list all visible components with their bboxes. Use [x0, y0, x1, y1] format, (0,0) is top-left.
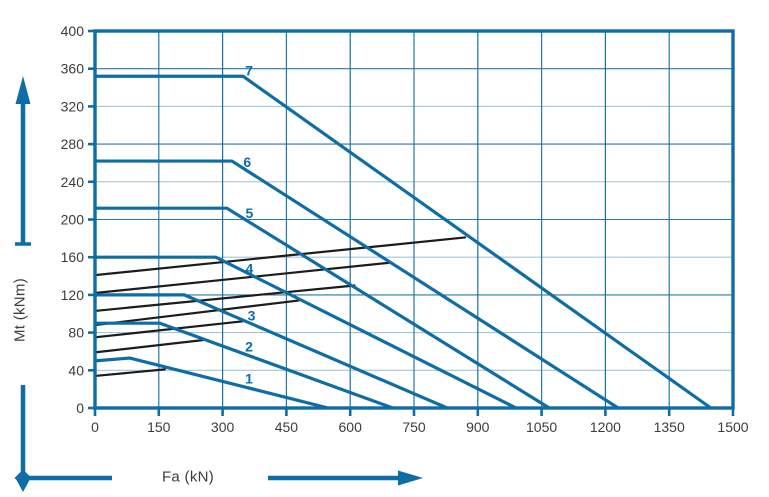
curve-label-6: 6	[243, 154, 251, 170]
y-tick-label-360: 360	[61, 61, 85, 77]
origin-marker-node-icon	[14, 469, 32, 487]
y-tick-label-320: 320	[61, 98, 85, 114]
curve-6	[95, 159, 620, 410]
x-tick-label-300: 300	[211, 419, 235, 435]
curve-label-1: 1	[245, 371, 253, 387]
curve-2	[95, 321, 394, 410]
limit-line-7	[93, 236, 467, 277]
curve-label-7: 7	[245, 63, 253, 79]
x-tick-label-900: 900	[466, 419, 490, 435]
y-tick-label-200: 200	[61, 212, 85, 228]
limit-line-6	[93, 261, 390, 295]
limit-line-5	[93, 284, 356, 313]
curve-1	[94, 356, 329, 410]
x-tick-label-1200: 1200	[590, 419, 621, 435]
y-tick-label-80: 80	[68, 325, 84, 341]
y-tick-label-160: 160	[61, 249, 85, 265]
curve-label-4: 4	[245, 260, 253, 276]
curve-4	[95, 255, 517, 410]
x-tick-label-750: 750	[402, 419, 426, 435]
x-tick-label-450: 450	[275, 419, 299, 435]
y-tick-label-240: 240	[61, 174, 85, 190]
x-axis-title: Fa (kN)	[161, 468, 215, 486]
y-tick-label-40: 40	[68, 362, 84, 378]
curve-label-2: 2	[245, 339, 253, 355]
curve-7	[95, 74, 712, 410]
x-tick-label-1050: 1050	[526, 419, 557, 435]
up-arrow-icon	[15, 76, 31, 104]
limit-line-4	[93, 299, 300, 327]
y-tick-label-0: 0	[76, 400, 84, 416]
limit-line-1	[93, 368, 166, 378]
y-tick-label-120: 120	[61, 287, 85, 303]
y-axis-title: Mt (kNm)	[11, 277, 29, 343]
curve-label-3: 3	[248, 308, 256, 324]
x-tick-label-150: 150	[147, 419, 171, 435]
x-tick-label-1350: 1350	[654, 419, 685, 435]
limit-line-2	[93, 339, 204, 354]
x-tick-label-0: 0	[91, 419, 99, 435]
curve-5	[95, 206, 551, 410]
limit-line-3	[93, 320, 244, 339]
y-tick-label-280: 280	[61, 136, 85, 152]
curve-3	[95, 293, 448, 410]
curve-label-5: 5	[245, 205, 253, 221]
right-arrow-icon	[398, 470, 423, 486]
x-tick-label-600: 600	[339, 419, 363, 435]
x-tick-label-1500: 1500	[717, 419, 748, 435]
y-tick-label-400: 400	[61, 23, 85, 39]
